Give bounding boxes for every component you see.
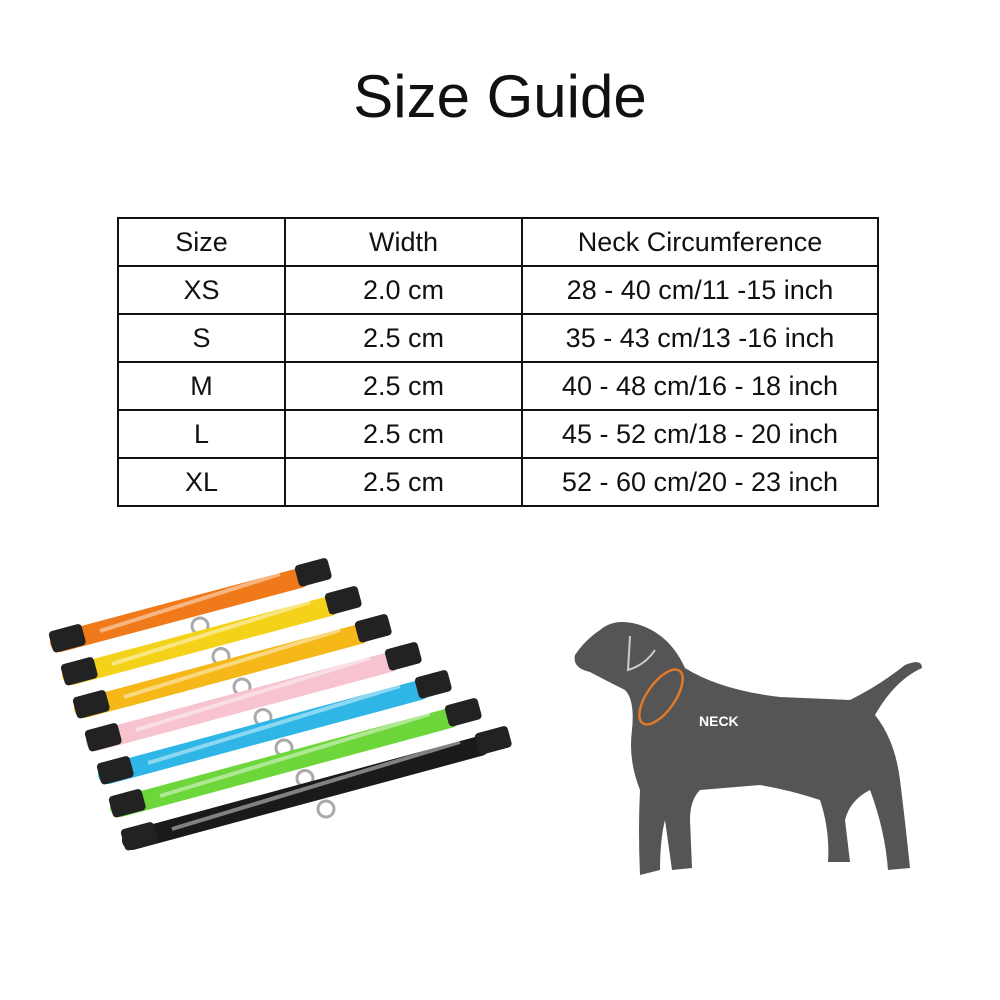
collar-buckle <box>324 586 362 615</box>
cell-neck: 40 - 48 cm/16 - 18 inch <box>521 361 879 411</box>
collar-reflective-stripe <box>135 656 371 732</box>
header-neck: Neck Circumference <box>521 217 879 267</box>
table-header-row: Size Width Neck Circumference <box>117 217 879 267</box>
collar-buckle <box>294 558 332 587</box>
collar-reflective-stripe <box>123 628 341 699</box>
neck-marker <box>638 668 684 726</box>
collar-buckle <box>84 723 122 752</box>
cell-size: XL <box>117 457 286 507</box>
cell-width: 2.5 cm <box>284 409 523 459</box>
collar-buckle <box>60 657 98 686</box>
collar-reflective-stripe <box>111 600 311 666</box>
collar <box>48 558 332 653</box>
collar-strap <box>62 596 340 685</box>
collar-buckle <box>384 642 422 671</box>
table-row: M 2.5 cm 40 - 48 cm/16 - 18 inch <box>117 361 879 411</box>
collar-buckle <box>96 756 134 785</box>
collar-buckle <box>108 789 146 818</box>
dog-silhouette <box>574 621 922 875</box>
collar-buckle <box>414 670 452 699</box>
neck-label: NECK <box>699 713 739 729</box>
collar-strap <box>50 568 310 652</box>
cell-width: 2.0 cm <box>284 265 523 315</box>
collar-strap <box>110 708 460 817</box>
dog-ear <box>626 635 656 672</box>
cell-width: 2.5 cm <box>284 457 523 507</box>
cell-neck: 52 - 60 cm/20 - 23 inch <box>521 457 879 507</box>
size-table: Size Width Neck Circumference XS 2.0 cm 28… <box>117 217 879 507</box>
collar-reflective-stripe <box>171 740 461 831</box>
collar <box>108 698 482 818</box>
collar-buckle <box>120 822 158 851</box>
collar-strap <box>74 624 370 718</box>
table-row: L 2.5 cm 45 - 52 cm/18 - 20 inch <box>117 409 879 459</box>
collar <box>72 614 392 719</box>
header-width: Width <box>284 217 523 267</box>
collar-reflective-stripe <box>99 572 281 633</box>
collar-buckle <box>72 690 110 719</box>
collar-strap <box>122 736 490 850</box>
page-title: Size Guide <box>353 63 647 130</box>
collar-strap <box>86 652 400 751</box>
collar-reflective-stripe <box>159 712 431 798</box>
collar <box>120 726 512 851</box>
cell-size: M <box>117 361 286 411</box>
cell-neck: 45 - 52 cm/18 - 20 inch <box>521 409 879 459</box>
cell-neck: 35 - 43 cm/13 -16 inch <box>521 313 879 363</box>
collar <box>96 670 452 785</box>
table-row: XS 2.0 cm 28 - 40 cm/11 -15 inch <box>117 265 879 315</box>
collar-buckle <box>474 726 512 755</box>
cell-width: 2.5 cm <box>284 313 523 363</box>
cell-neck: 28 - 40 cm/11 -15 inch <box>521 265 879 315</box>
collar-buckle <box>444 698 482 727</box>
collar-buckle <box>354 614 392 643</box>
collar <box>84 642 422 752</box>
cell-size: S <box>117 313 286 363</box>
collar <box>60 586 362 686</box>
cell-width: 2.5 cm <box>284 361 523 411</box>
collar-buckle <box>48 624 86 653</box>
table-row: S 2.5 cm 35 - 43 cm/13 -16 inch <box>117 313 879 363</box>
cell-size: L <box>117 409 286 459</box>
cell-size: XS <box>117 265 286 315</box>
table-row: XL 2.5 cm 52 - 60 cm/20 - 23 inch <box>117 457 879 507</box>
collars-photo <box>48 558 512 851</box>
collar-d-ring <box>316 799 336 819</box>
collar-reflective-stripe <box>147 684 401 765</box>
collar-strap <box>98 680 430 784</box>
header-size: Size <box>117 217 286 267</box>
